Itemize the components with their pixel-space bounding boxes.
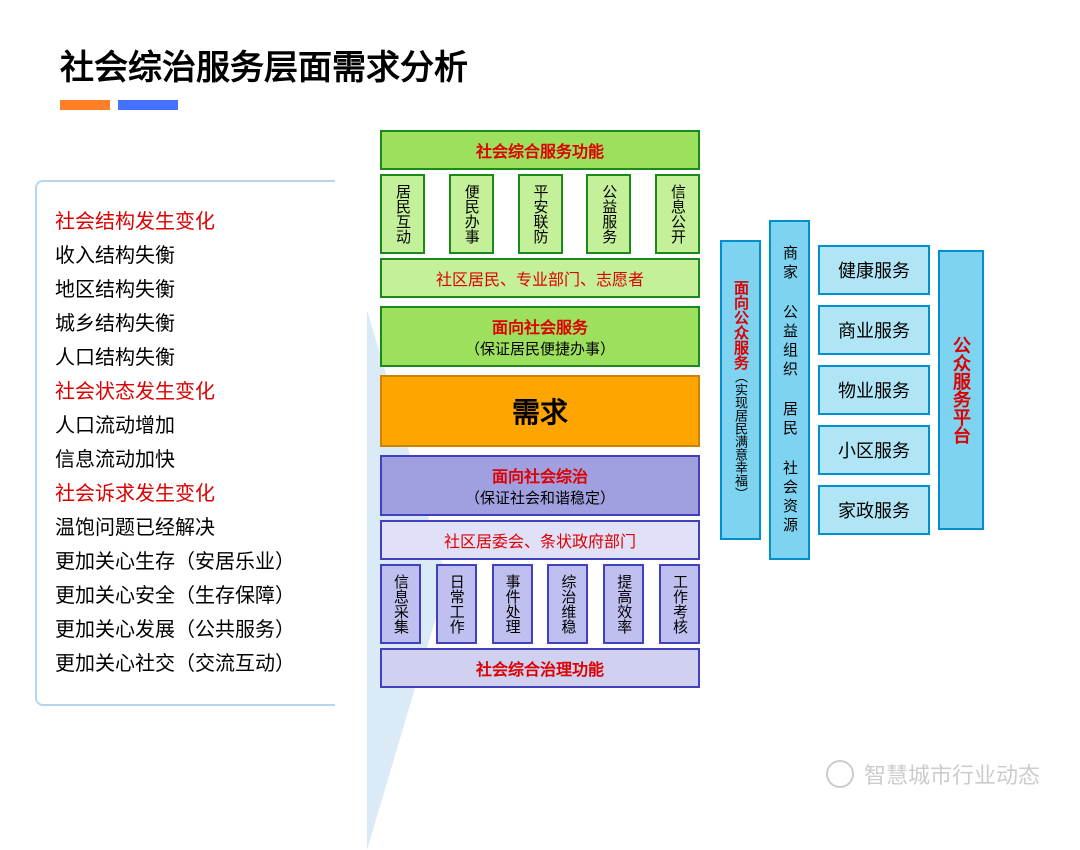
bar-blue [118,100,178,110]
bar-orange [60,100,110,110]
right-services: 面向公众服务 （实现居民满意幸福） 商家 公益组织 居民 社会资源 健康服务商业… [720,220,984,560]
service-item: 物业服务 [818,365,930,415]
drivers-list: 社会结构发生变化收入结构失衡地区结构失衡城乡结构失衡人口结构失衡社会状态发生变化… [35,180,335,706]
bot-item: 工作考核 [659,564,700,644]
driver-item: 更加关心安全（生存保障） [55,582,317,610]
bot-item: 日常工作 [436,564,477,644]
driver-item: 人口流动增加 [55,412,317,440]
public-svc-col: 面向公众服务 （实现居民满意幸福） [720,240,761,540]
bot-function-items: 信息采集日常工作事件处理综治维稳提高效率工作考核 [380,564,700,644]
bot-item: 综治维稳 [547,564,588,644]
platform-col: 公众服务平台 [938,250,984,530]
bot-item: 信息采集 [380,564,421,644]
page-title: 社会综治服务层面需求分析 [60,40,468,89]
wechat-icon [826,760,854,788]
driver-item: 人口结构失衡 [55,344,317,372]
public-svc-title: 面向公众服务 [730,280,751,370]
watermark-text: 智慧城市行业动态 [864,758,1040,790]
driver-item: 信息流动加快 [55,446,317,474]
service-item: 小区服务 [818,425,930,475]
public-svc-sub: （实现居民满意幸福） [731,370,750,500]
resources-col: 商家 公益组织 居民 社会资源 [769,220,810,560]
svc-bot-title: 面向社会综治 [388,463,692,487]
demand-core: 需求 [380,375,700,447]
svc-top: 面向社会服务 （保证居民便捷办事） [380,306,700,367]
center-flow: 社会综合服务功能 居民互动便民办事平安联防公益服务信息公开 社区居民、专业部门、… [380,130,700,692]
driver-item: 社会状态发生变化 [55,378,317,406]
driver-item: 社会诉求发生变化 [55,480,317,508]
top-function-title: 社会综合服务功能 [380,130,700,170]
left-drivers-arrow: 社会结构发生变化收入结构失衡地区结构失衡城乡结构失衡人口结构失衡社会状态发生变化… [35,180,385,706]
svc-bot-sub: （保证社会和谐稳定） [388,487,692,508]
driver-item: 更加关心社交（交流互动） [55,650,317,678]
top-item: 平安联防 [518,174,563,254]
driver-item: 更加关心发展（公共服务） [55,616,317,644]
svc-bot: 面向社会综治 （保证社会和谐稳定） [380,455,700,516]
actors-bot: 社区居委会、条状政府部门 [380,520,700,560]
driver-item: 地区结构失衡 [55,276,317,304]
top-item: 公益服务 [586,174,631,254]
bot-function-title: 社会综合治理功能 [380,648,700,688]
top-function-items: 居民互动便民办事平安联防公益服务信息公开 [380,174,700,254]
bot-item: 事件处理 [492,564,533,644]
accent-bars [60,100,178,110]
bot-item: 提高效率 [603,564,644,644]
top-item: 便民办事 [449,174,494,254]
driver-item: 社会结构发生变化 [55,208,317,236]
svc-top-title: 面向社会服务 [388,314,692,338]
watermark: 智慧城市行业动态 [826,758,1040,790]
svc-top-sub: （保证居民便捷办事） [388,338,692,359]
driver-item: 收入结构失衡 [55,242,317,270]
top-item: 信息公开 [655,174,700,254]
driver-item: 城乡结构失衡 [55,310,317,338]
top-item: 居民互动 [380,174,425,254]
service-item: 家政服务 [818,485,930,535]
service-list: 健康服务商业服务物业服务小区服务家政服务 [818,245,930,535]
service-item: 健康服务 [818,245,930,295]
driver-item: 更加关心生存（安居乐业） [55,548,317,576]
driver-item: 温饱问题已经解决 [55,514,317,542]
service-item: 商业服务 [818,305,930,355]
actors-top: 社区居民、专业部门、志愿者 [380,258,700,298]
